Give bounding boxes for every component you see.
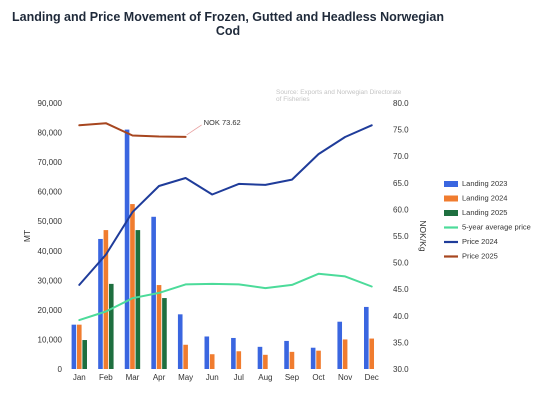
bar	[231, 337, 236, 369]
x-tick-label: Feb	[99, 373, 113, 382]
left-tick-label: 30,000	[38, 276, 63, 285]
x-tick-label: Aug	[258, 373, 272, 382]
right-tick-label: 40.0	[393, 312, 409, 321]
bar	[71, 324, 77, 369]
right-tick-label: 45.0	[393, 285, 409, 294]
right-tick-label: 70.0	[393, 152, 409, 161]
bar	[130, 204, 135, 369]
price-lines	[78, 122, 373, 322]
right-tick-label: 75.0	[393, 126, 409, 135]
legend-label: Landing 2023	[462, 179, 507, 188]
legend-label: Price 2025	[462, 252, 498, 261]
series-line	[78, 122, 187, 138]
bar	[209, 354, 215, 369]
legend-swatch	[444, 195, 458, 202]
bar	[284, 340, 289, 369]
bar	[98, 238, 103, 369]
bar	[108, 283, 114, 369]
bar	[204, 336, 210, 369]
left-tick-label: 50,000	[38, 217, 63, 226]
x-tick-label: May	[178, 373, 193, 382]
bar	[82, 340, 87, 369]
legend-swatch	[444, 181, 458, 187]
right-axis: 30.0 35.0 40.0 45.0 50.0 55.0 60.0 65.0 70.0 75.0…	[393, 99, 409, 374]
series-line	[78, 124, 373, 286]
bar	[162, 298, 167, 369]
right-axis-title: NOK/Kg	[418, 220, 428, 251]
annotation-leader	[186, 124, 202, 136]
bar	[316, 350, 321, 369]
bar	[183, 344, 188, 369]
left-axis-title: MT	[22, 230, 32, 242]
chart-title-line-1: Landing and Price Movement of Frozen, Gu…	[12, 10, 444, 24]
bar	[310, 347, 316, 369]
bar	[135, 230, 141, 369]
x-tick-label: Mar	[126, 373, 140, 382]
right-tick-label: 50.0	[393, 259, 409, 268]
annotation-label: NOK 73.62	[204, 118, 241, 127]
bar	[151, 216, 156, 369]
bar	[76, 324, 82, 369]
bar	[124, 129, 130, 369]
legend-label: Landing 2025	[462, 208, 507, 217]
legend-label: Landing 2024	[462, 194, 507, 203]
x-axis: Jan Feb Mar Apr May Jun Jul Aug Sep Oct Nov Dec	[73, 373, 379, 382]
bar	[369, 338, 375, 369]
right-tick-label: 80.0	[393, 99, 409, 108]
left-tick-label: 20,000	[38, 306, 63, 315]
bar	[103, 230, 109, 369]
left-axis: 0 10,000 20,000 30,000 40,000 50,000 60,000 70,…	[38, 99, 63, 374]
left-tick-label: 0	[58, 365, 63, 374]
bar	[337, 321, 343, 369]
x-tick-label: Oct	[312, 373, 325, 382]
x-tick-label: Nov	[338, 373, 352, 382]
source-note-line-1: Source: Exports and Norwegian Directorat…	[276, 89, 402, 96]
x-tick-label: Apr	[153, 373, 166, 382]
legend: Landing 2023 Landing 2024 Landing 2025 5-ye…	[444, 179, 531, 261]
series-line	[78, 272, 373, 322]
x-tick-label: Jan	[73, 373, 86, 382]
bar	[364, 306, 369, 369]
left-tick-label: 80,000	[38, 129, 63, 138]
legend-label: Price 2024	[462, 237, 498, 246]
x-tick-label: Dec	[365, 373, 379, 382]
bar	[257, 346, 263, 369]
x-tick-label: Jul	[234, 373, 244, 382]
right-tick-label: 55.0	[393, 232, 409, 241]
right-tick-label: 30.0	[393, 365, 409, 374]
bar	[289, 351, 295, 369]
x-tick-label: Jun	[206, 373, 219, 382]
x-tick-label: Sep	[285, 373, 300, 382]
bar	[342, 339, 348, 369]
left-tick-label: 70,000	[38, 158, 63, 167]
left-tick-label: 60,000	[38, 188, 63, 197]
bar	[156, 285, 162, 369]
legend-label: 5-year average price	[462, 223, 531, 232]
chart-title-line-2: Cod	[216, 24, 240, 38]
left-tick-label: 40,000	[38, 247, 63, 256]
bar	[177, 314, 183, 369]
left-tick-label: 10,000	[38, 335, 63, 344]
right-tick-label: 60.0	[393, 205, 409, 214]
legend-swatch	[444, 210, 458, 216]
bar	[236, 351, 242, 369]
bar	[263, 354, 268, 369]
annotation-group: NOK 73.62	[186, 118, 241, 136]
right-tick-label: 35.0	[393, 338, 409, 347]
bars	[71, 129, 375, 369]
source-note-line-2: of Fisheries	[276, 96, 310, 103]
left-tick-label: 90,000	[38, 99, 63, 108]
right-tick-label: 65.0	[393, 179, 409, 188]
